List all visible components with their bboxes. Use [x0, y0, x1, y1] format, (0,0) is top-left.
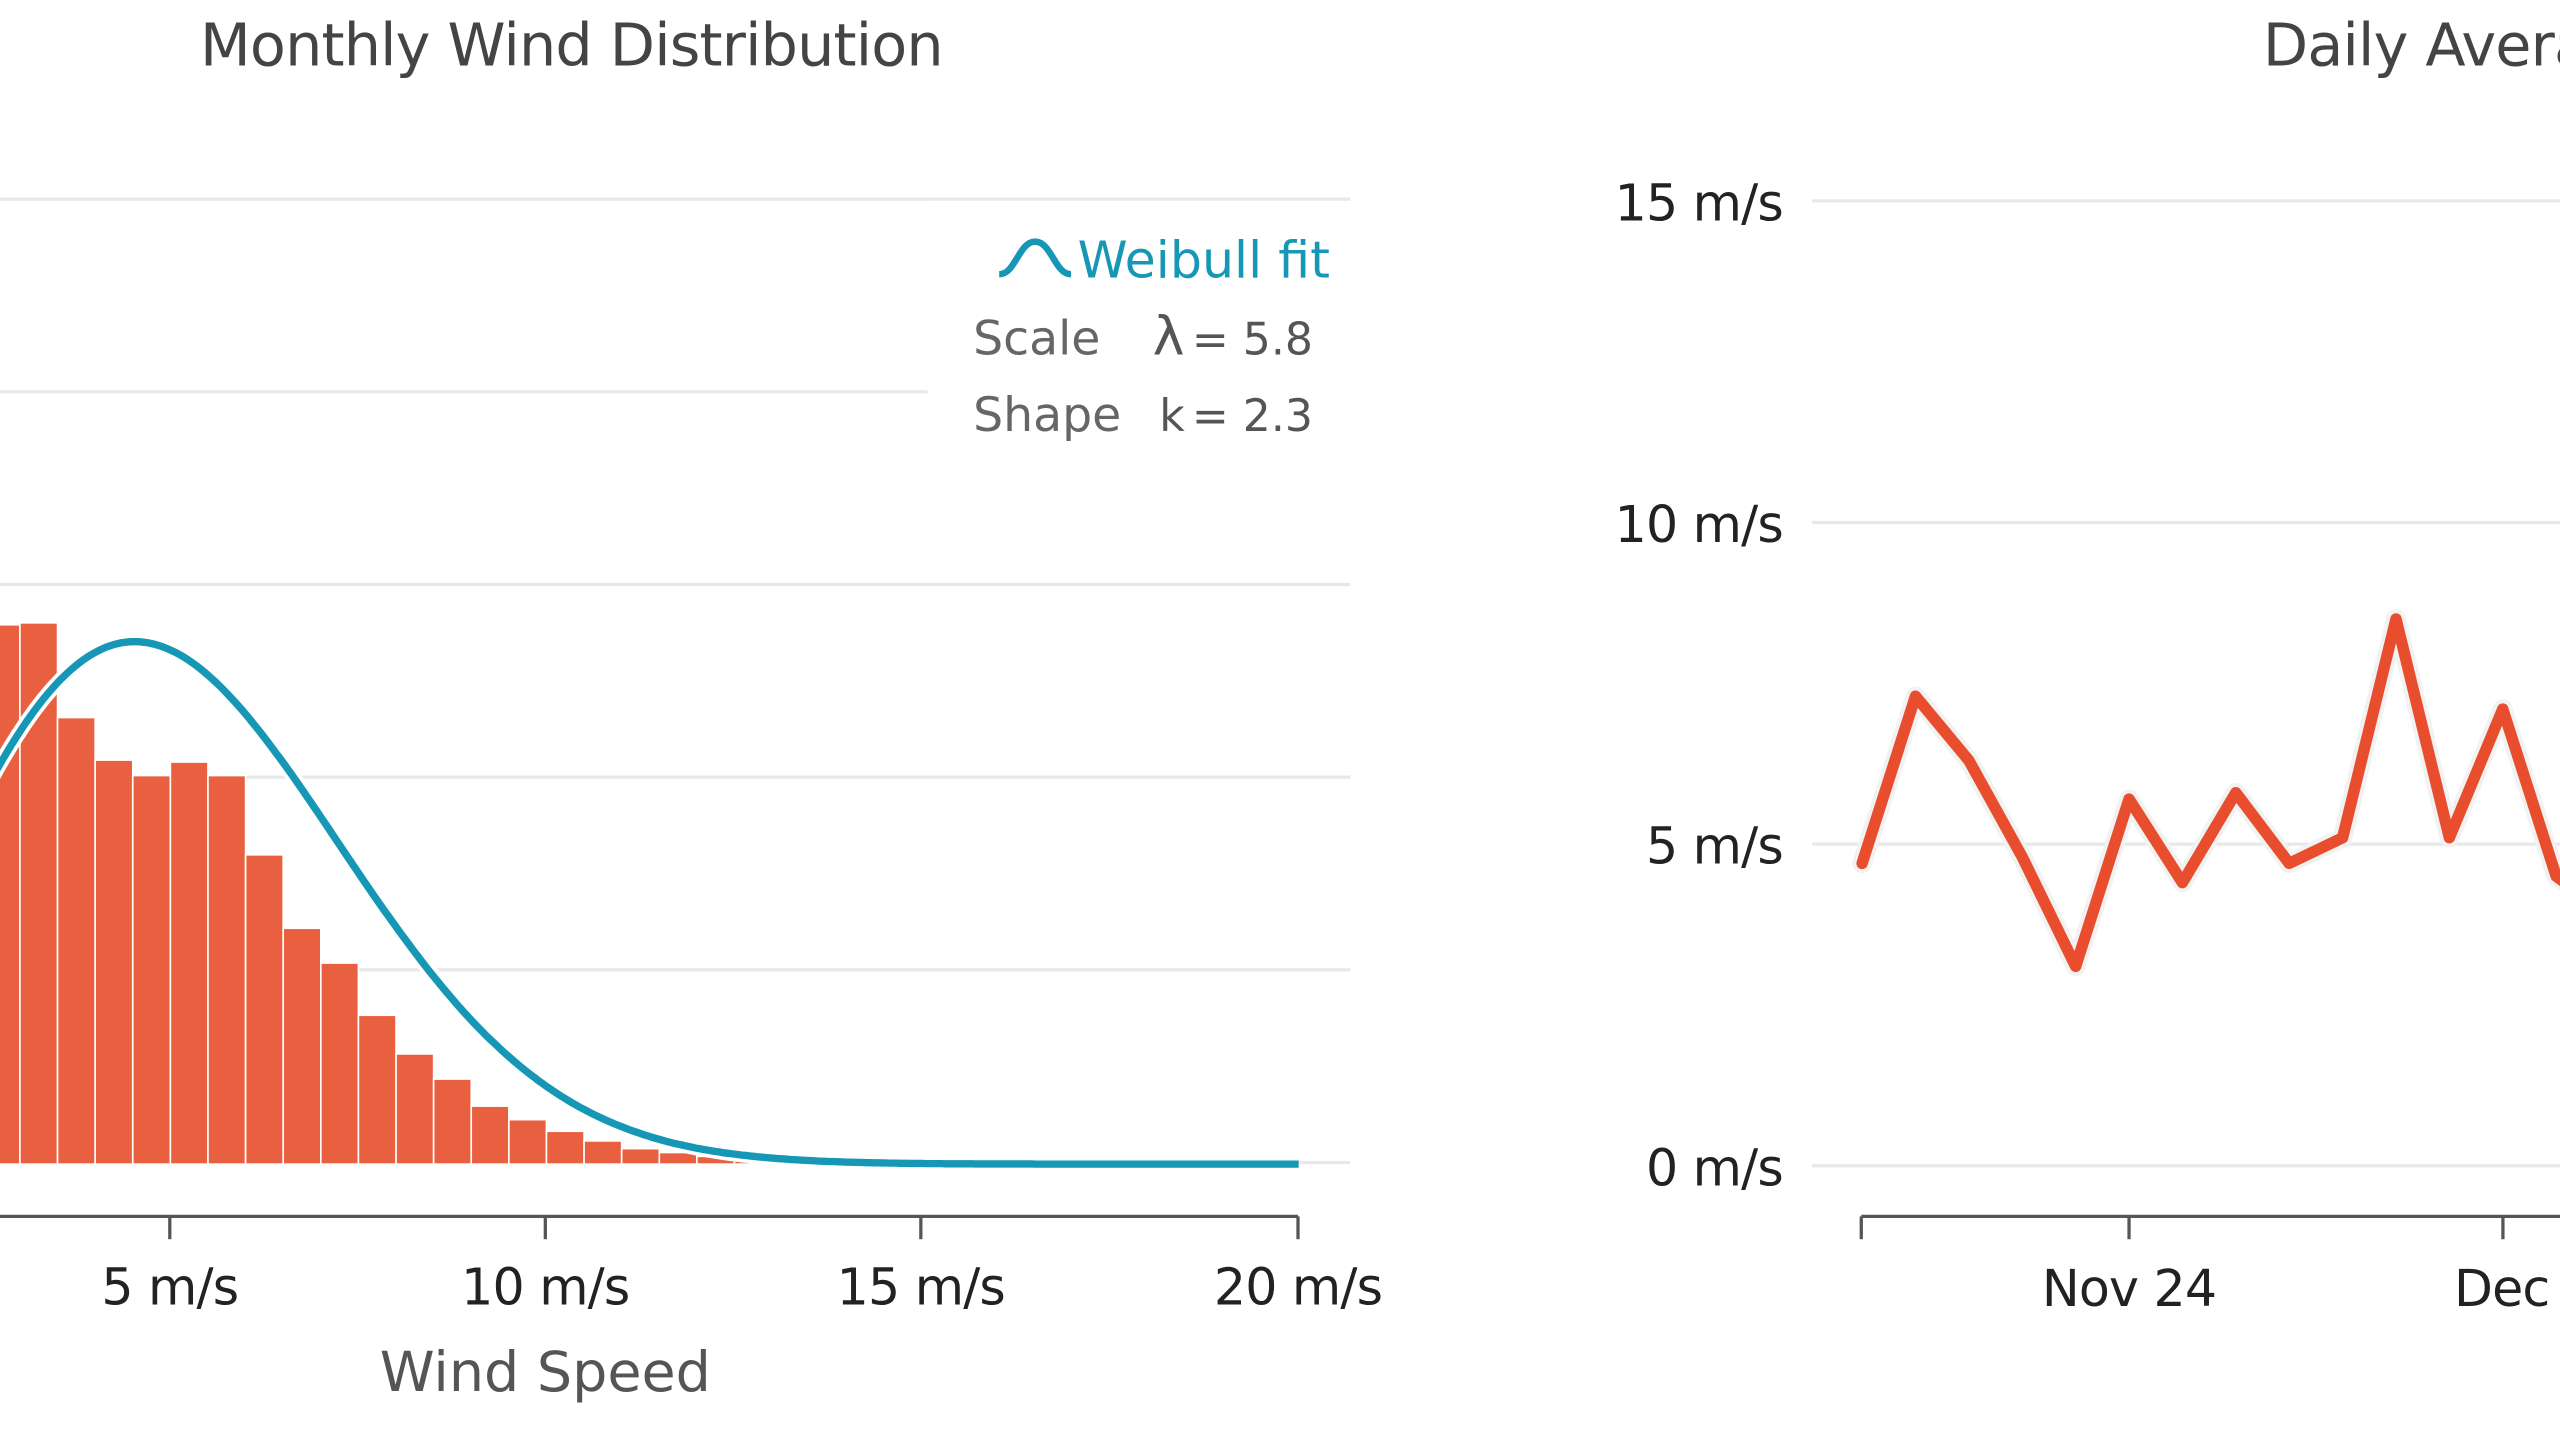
- histogram-x-tick-label: 5 m/s: [101, 1258, 238, 1317]
- histogram-bar: [357, 1014, 397, 1165]
- legend-scale-symbol: λ: [1153, 304, 1185, 367]
- histogram-bar: [94, 759, 134, 1165]
- legend-background: [927, 200, 1352, 463]
- histogram-bar: [432, 1078, 473, 1165]
- daily-series: [1852, 609, 2560, 977]
- legend-title: Weibull fit: [1078, 231, 1330, 290]
- histogram-bar: [319, 962, 360, 1165]
- daily-y-tick-label: 15 m/s: [1615, 173, 1783, 232]
- daily-x-tick-label: Nov 24: [2042, 1259, 2216, 1318]
- histogram-bar: [508, 1118, 548, 1165]
- histogram-x-tick-label: 10 m/s: [461, 1258, 629, 1317]
- legend-shape-label: Shape: [973, 388, 1121, 443]
- weibull-fit-curve: [0, 634, 1299, 1172]
- histogram-x-axis: 5 m/s 10 m/s 15 m/s 20 m/s Wind Speed: [0, 1214, 1383, 1405]
- histogram-bar: [470, 1105, 510, 1165]
- histogram-bar: [0, 623, 21, 1165]
- weibull-fit-line: [0, 637, 1299, 1168]
- histogram-bar: [56, 716, 96, 1165]
- histogram-bar: [620, 1147, 661, 1165]
- weibull-legend-icon: [998, 238, 1072, 278]
- daily-gridlines: [1812, 199, 2560, 1168]
- daily-y-tick-label: 5 m/s: [1646, 817, 1783, 876]
- histogram-bar: [169, 761, 209, 1165]
- legend-scale-label: Scale: [973, 311, 1100, 366]
- histogram-x-tick-label: 20 m/s: [1214, 1258, 1382, 1317]
- daily-average-chart: Daily Avera 0 m/s 5 m/s 10 m/s 15 m/s No…: [1615, 10, 2560, 1318]
- daily-series-halo: [1852, 609, 2560, 977]
- histogram-bar: [395, 1053, 435, 1165]
- daily-y-tick-label: 0 m/s: [1646, 1138, 1783, 1197]
- legend-scale-value: = 5.8: [1192, 314, 1313, 365]
- weibull-legend: Weibull fit Scale λ = 5.8 Shape k = 2.3: [927, 200, 1352, 463]
- histogram-bars: [0, 622, 1037, 1165]
- histogram-x-axis-label: Wind Speed: [380, 1340, 711, 1405]
- legend-shape-symbol: k: [1159, 391, 1185, 442]
- histogram-chart: Monthly Wind Distribution Weibull fit Sc…: [0, 10, 1383, 1405]
- histogram-bar: [583, 1140, 623, 1165]
- histogram-bar: [131, 774, 172, 1165]
- histogram-bar: [282, 927, 322, 1165]
- histogram-bar: [207, 774, 247, 1165]
- daily-x-axis: Nov 24 Dec: [1859, 1214, 2560, 1318]
- histogram-bar: [545, 1130, 585, 1165]
- daily-chart-title: Daily Avera: [2263, 10, 2560, 79]
- histogram-bar: [244, 854, 285, 1165]
- daily-x-tick-label: Dec: [2454, 1259, 2549, 1318]
- histogram-title: Monthly Wind Distribution: [200, 10, 943, 79]
- daily-y-tick-label: 10 m/s: [1615, 495, 1783, 554]
- histogram-x-tick-label: 15 m/s: [837, 1258, 1005, 1317]
- daily-y-axis: 0 m/s 5 m/s 10 m/s 15 m/s: [1615, 173, 1784, 1197]
- legend-shape-value: = 2.3: [1192, 391, 1313, 442]
- daily-series-line: [1856, 613, 2560, 973]
